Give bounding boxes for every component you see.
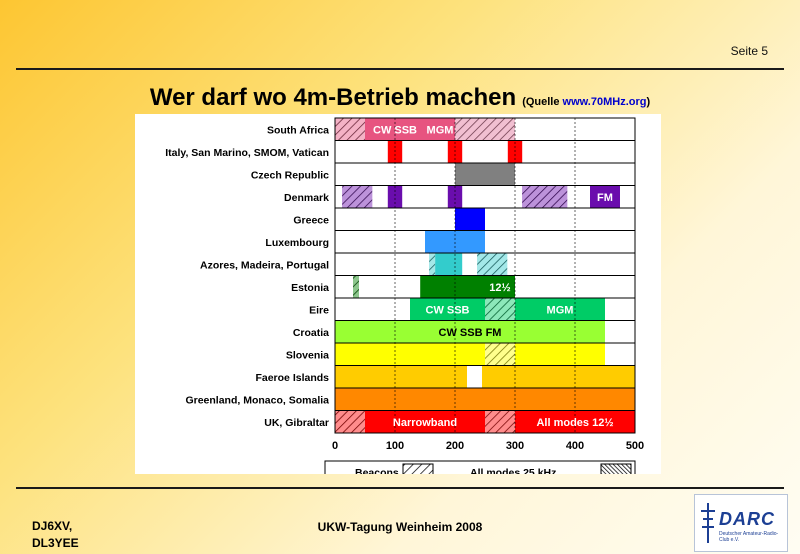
title-source-suffix: ) — [646, 96, 651, 108]
row-label: Greece — [293, 214, 329, 226]
band-segment-hatch — [429, 253, 436, 275]
band-segment-hatch — [485, 411, 515, 433]
row-label: Estonia — [291, 282, 329, 294]
band-segment — [335, 321, 605, 343]
grid-layer — [334, 117, 636, 434]
band-segment-hatch — [353, 276, 359, 298]
band-segment-hatch — [335, 118, 365, 140]
chart-panel: South Africa CW SSB MGM Italy, San Marino, … — [135, 114, 661, 474]
band-segment — [515, 411, 635, 433]
row-label: Croatia — [293, 327, 329, 339]
row-label: Denmark — [284, 192, 329, 204]
page-number: Seite 5 — [730, 44, 768, 58]
row-label: Greenland, Monaco, Somalia — [185, 394, 329, 406]
title-source-prefix: (Quelle — [522, 96, 563, 108]
antenna-icon — [701, 503, 715, 543]
x-tick-label: 400 — [566, 440, 584, 452]
segment-label: CW SSB FM — [439, 327, 502, 339]
row-label: Czech Republic — [251, 169, 329, 181]
row-background — [334, 140, 636, 164]
band-segment — [365, 118, 425, 140]
segment-label: MGM — [427, 124, 454, 136]
labels-layer: South Africa CW SSB MGM Italy, San Marino, … — [165, 124, 613, 429]
band-segment-hatch — [455, 118, 515, 140]
band-segment — [387, 186, 403, 208]
band-segment — [455, 208, 485, 230]
segment-label: CW SSB — [373, 124, 417, 136]
slide-title: Wer darf wo 4m-Betrieb machen (Quelle www… — [0, 84, 800, 112]
row-label: Azores, Madeira, Portugal — [200, 259, 329, 271]
segment-label: Narrowband — [393, 417, 457, 429]
band-segment — [590, 186, 620, 208]
row-label: South Africa — [267, 124, 329, 136]
band-segment — [515, 343, 605, 365]
band-segment — [410, 298, 485, 320]
row-label: Luxembourg — [265, 237, 329, 249]
band-segment — [425, 231, 485, 253]
legend-label: All modes 25 kHz — [470, 467, 556, 474]
segment-label: All modes 12½ — [536, 417, 613, 429]
segment-label: FM — [597, 192, 613, 204]
segment-label: CW SSB — [426, 304, 470, 316]
author-line-2: DL3YEE — [32, 536, 79, 550]
rows-layer — [334, 117, 636, 434]
legend-layer: Beacons All modes 25 kHz — [324, 460, 636, 474]
row-label: Slovenia — [286, 349, 329, 361]
band-segment-hatch — [335, 411, 365, 433]
band-segment-hatch — [522, 186, 568, 208]
row-label: Italy, San Marino, SMOM, Vatican — [165, 147, 329, 159]
plot-frame — [334, 117, 636, 434]
legend-swatch — [600, 463, 632, 474]
band-segment — [455, 163, 515, 185]
band-segment — [447, 186, 463, 208]
band-segment — [420, 276, 485, 298]
segment-label: 12½ — [489, 282, 510, 294]
band-segment — [435, 253, 463, 275]
band-segment — [485, 276, 515, 298]
band-segment — [335, 366, 467, 388]
band-segment-hatch — [485, 343, 515, 365]
bottom-rule — [16, 487, 784, 489]
band-segment — [335, 388, 635, 410]
logo-subtext: Deutscher Amateur-Radio-Club e.V. — [719, 531, 779, 543]
darc-logo: DARC Deutscher Amateur-Radio-Club e.V. — [694, 494, 788, 552]
segment-label: MGM — [547, 304, 574, 316]
source-link[interactable]: www.70MHz.org — [562, 96, 647, 108]
band-chart: South Africa CW SSB MGM Italy, San Marino, … — [165, 117, 644, 474]
band-segment — [335, 343, 485, 365]
band-segment — [515, 298, 605, 320]
author-line-1: DJ6XV, — [32, 519, 73, 533]
band-segment — [425, 118, 455, 140]
row-label: Faeroe Islands — [255, 372, 329, 384]
top-rule — [16, 68, 784, 70]
x-tick-label: 200 — [446, 440, 464, 452]
title-source: (Quelle www.70MHz.org) — [522, 96, 650, 108]
logo-text: DARC — [719, 509, 775, 529]
legend-label: Beacons — [355, 467, 399, 474]
band-segment-hatch — [342, 186, 373, 208]
x-tick-label: 500 — [626, 440, 644, 452]
event-name: UKW-Tagung Weinheim 2008 — [317, 520, 483, 534]
authors: DJ6XV, DL3YEE — [32, 518, 79, 552]
ticks-layer: 0 100 200 300 400 500 — [332, 440, 644, 452]
row-label: Eire — [309, 304, 329, 316]
title-main: Wer darf wo 4m-Betrieb machen — [149, 84, 517, 111]
x-tick-label: 300 — [506, 440, 524, 452]
band-segment-hatch — [477, 253, 508, 275]
band-segment — [482, 366, 635, 388]
x-tick-label: 100 — [386, 440, 404, 452]
x-tick-label: 0 — [332, 440, 338, 452]
legend-swatch — [402, 463, 434, 474]
row-label: UK, Gibraltar — [264, 417, 329, 429]
band-segment-hatch — [485, 298, 515, 320]
